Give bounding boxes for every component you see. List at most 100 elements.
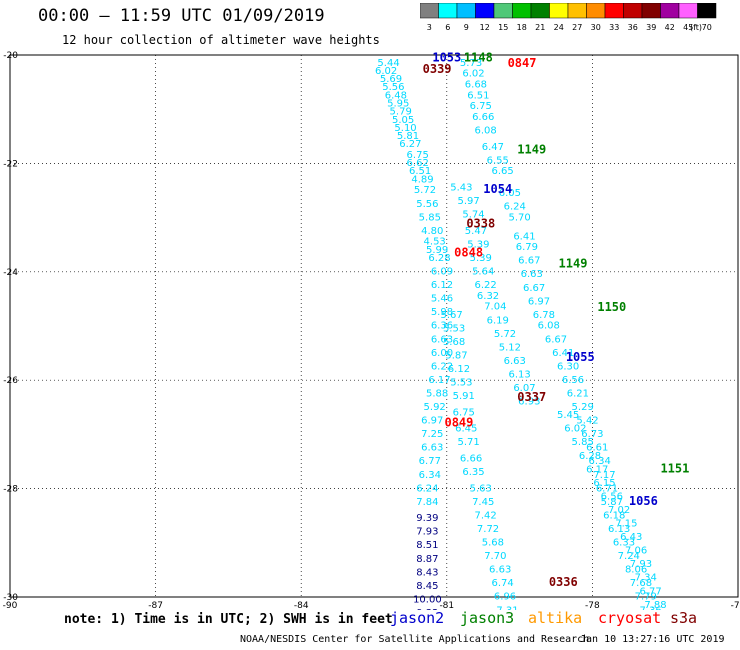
swh-point-jason3: 6.47 bbox=[482, 142, 504, 153]
swh-point-cryosat: 5.12 bbox=[499, 342, 521, 353]
swh-point-altika: 6.43 bbox=[620, 532, 642, 543]
swh-point-altika: 5.85 bbox=[572, 437, 594, 448]
swh-point-jason2: 10.00 bbox=[413, 594, 442, 605]
swh-point-s3a: 6.09 bbox=[431, 267, 453, 278]
swh-point-cryosat: 7.45 bbox=[472, 497, 494, 508]
swh-point-cryosat: 6.63 bbox=[504, 356, 526, 367]
swh-point-jason2: 9.39 bbox=[416, 513, 438, 524]
swh-point-s3a: 6.22 bbox=[431, 361, 453, 372]
swh-point-cryosat: 6.12 bbox=[448, 364, 470, 375]
colorbar-tick: 21 bbox=[535, 23, 545, 32]
footer-stamp: Jan 10 13:27:16 UTC 2019 bbox=[580, 634, 725, 645]
swh-point-jason3: 5.29 bbox=[572, 402, 594, 413]
colorbar-tick: 42 bbox=[665, 23, 675, 32]
swh-point-jason3: 6.41 bbox=[552, 348, 574, 359]
swh-point-jason3: 6.67 bbox=[518, 256, 540, 267]
swh-point-jason3: 5.70 bbox=[508, 212, 530, 223]
swh-point-s3a: 5.88 bbox=[426, 388, 448, 399]
swh-point-jason3: 6.24 bbox=[504, 201, 526, 212]
legend-s3a: s3a bbox=[670, 609, 698, 627]
swh-point-cryosat: 5.47 bbox=[465, 226, 487, 237]
swh-point-jason3: 6.68 bbox=[465, 80, 487, 91]
colorbar-unit: (ft) bbox=[690, 23, 702, 32]
colorbar-tick: 45 bbox=[683, 23, 693, 32]
swh-point-altika: 7.02 bbox=[608, 505, 630, 516]
swh-point-jason3: 7.79 bbox=[635, 592, 657, 603]
colorbar-tick: 39 bbox=[646, 23, 656, 32]
swh-point-jason3: 6.79 bbox=[516, 242, 538, 253]
swh-point-jason3: 6.21 bbox=[567, 388, 589, 399]
swh-point-jason3: 6.55 bbox=[487, 155, 509, 166]
swh-point-s3a: 6.75 bbox=[407, 150, 429, 161]
swh-point-altika: 5.45 bbox=[557, 410, 579, 421]
swh-point-s3a: 6.97 bbox=[421, 416, 443, 427]
swh-point-jason3: 6.51 bbox=[467, 90, 489, 101]
colorbar-tick: 24 bbox=[554, 23, 564, 32]
swh-point-s3a: 5.44 bbox=[377, 58, 399, 69]
swh-point-s3a: 5.81 bbox=[397, 131, 419, 142]
swh-point-cryosat: 5.64 bbox=[472, 267, 494, 278]
colorbar: 3 6 9 12 15 18 21 24 27 30 33 36 39 42 45 70(ft) bbox=[420, 3, 717, 32]
swh-point-cryosat: 6.66 bbox=[460, 454, 482, 465]
swh-point-s3a: 5.69 bbox=[380, 74, 402, 85]
swh-point-s3a: 5.56 bbox=[416, 199, 438, 210]
swh-point-s3a: 7.84 bbox=[416, 497, 438, 508]
pass-time-label: 1056 bbox=[629, 494, 658, 508]
swh-point-cryosat: 7.04 bbox=[484, 302, 506, 313]
swh-point-cryosat: 5.71 bbox=[458, 437, 480, 448]
swh-point-cryosat: 5.72 bbox=[494, 329, 516, 340]
pass-time-label: 0338 bbox=[466, 216, 495, 230]
colorbar-tick: 3 bbox=[427, 23, 432, 32]
swh-point-s3a: 5.99 bbox=[426, 245, 448, 256]
swh-point-cryosat: 7.31 bbox=[496, 605, 518, 610]
swh-point-cryosat: 6.32 bbox=[477, 291, 499, 302]
pass-time-label: 0337 bbox=[517, 390, 546, 404]
swh-point-cryosat: 5.39 bbox=[467, 239, 489, 250]
pass-time-label: 1149 bbox=[559, 256, 588, 270]
swh-point-s3a: 6.51 bbox=[409, 166, 431, 177]
pass-time-label: 0849 bbox=[444, 415, 473, 429]
swh-point-jason3: 6.08 bbox=[538, 321, 560, 332]
swh-point-s3a: 5.85 bbox=[419, 212, 441, 223]
swh-point-cryosat: 6.74 bbox=[491, 578, 513, 589]
swh-point-altika: 7.34 bbox=[635, 573, 657, 584]
pass-time-label: 0847 bbox=[508, 56, 537, 70]
swh-point-cryosat: 5.68 bbox=[482, 538, 504, 549]
colorbar-tick: 12 bbox=[480, 23, 490, 32]
swh-point-jason3: 6.66 bbox=[472, 112, 494, 123]
swh-point-cryosat: 6.13 bbox=[508, 369, 530, 380]
swh-point-cryosat: 7.42 bbox=[474, 510, 496, 521]
swh-point-jason3: 6.33 bbox=[613, 538, 635, 549]
swh-point-cryosat: 6.96 bbox=[494, 592, 516, 603]
swh-point-altika: 7.88 bbox=[644, 600, 666, 610]
y-tick-label: -24 bbox=[3, 268, 18, 278]
colorbar-tick: 70 bbox=[702, 23, 712, 32]
swh-point-s3a: 6.12 bbox=[431, 280, 453, 291]
swh-point-jason3: 6.30 bbox=[557, 361, 579, 372]
y-tick-label: -22 bbox=[3, 159, 18, 169]
swh-point-altika: 6.56 bbox=[601, 491, 623, 502]
swh-point-s3a: 6.28 bbox=[428, 253, 450, 264]
swh-point-cryosat: 5.39 bbox=[470, 253, 492, 264]
swh-point-s3a: 5.10 bbox=[394, 123, 416, 134]
swh-point-cryosat: 6.63 bbox=[489, 565, 511, 576]
swh-point-cryosat: 5.74 bbox=[462, 210, 484, 221]
swh-point-jason3: 6.02 bbox=[462, 69, 484, 80]
swh-point-cryosat: 6.35 bbox=[462, 467, 484, 478]
pass-time-label: 0339 bbox=[423, 62, 452, 76]
legend-jason3: jason3 bbox=[460, 609, 515, 627]
legend-jason2: jason2 bbox=[390, 609, 445, 627]
swh-point-cryosat: 6.45 bbox=[455, 424, 477, 435]
chart-subtitle: 12 hour collection of altimeter wave hei… bbox=[62, 33, 380, 47]
colorbar-tick: 27 bbox=[572, 23, 582, 32]
colorbar-tick: 18 bbox=[517, 23, 527, 32]
swh-point-cryosat: 5.53 bbox=[450, 378, 472, 389]
footer-note: note: 1) Time is in UTC; 2) SWH is in fe… bbox=[64, 612, 393, 627]
pass-time-label: 1054 bbox=[483, 182, 512, 196]
swh-point-cryosat: 7.70 bbox=[484, 551, 506, 562]
swh-point-s3a: 6.63 bbox=[421, 443, 443, 454]
swh-point-altika: 7.15 bbox=[615, 519, 637, 530]
swh-point-cryosat: 7.72 bbox=[477, 524, 499, 535]
colorbar-tick: 30 bbox=[591, 23, 601, 32]
